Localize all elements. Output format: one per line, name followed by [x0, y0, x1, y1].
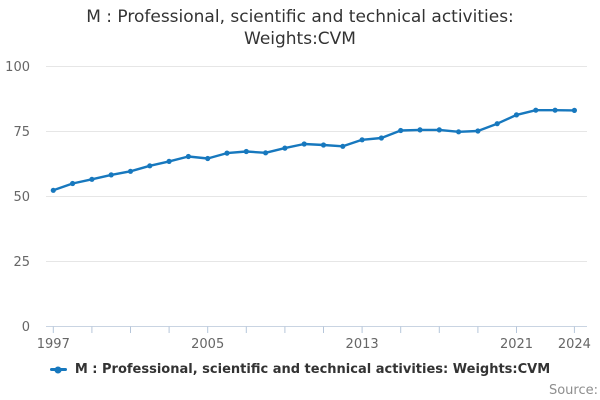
- data-point[interactable]: [494, 121, 500, 127]
- x-axis-label: 2005: [191, 337, 224, 352]
- data-point[interactable]: [320, 142, 327, 148]
- data-point[interactable]: [263, 150, 269, 156]
- data-point[interactable]: [89, 176, 95, 182]
- data-point[interactable]: [127, 168, 134, 174]
- x-axis-label: 1997: [37, 337, 70, 352]
- y-axis-label: 25: [13, 255, 30, 270]
- x-axis-label: 2013: [346, 337, 379, 352]
- data-point[interactable]: [301, 141, 307, 147]
- series-line[interactable]: [52, 108, 576, 192]
- legend[interactable]: M : Professional, scientific and technic…: [0, 362, 600, 377]
- data-point[interactable]: [436, 127, 442, 133]
- data-point[interactable]: [417, 127, 423, 133]
- y-axis-label: 50: [13, 190, 30, 205]
- data-point[interactable]: [243, 148, 249, 155]
- data-point[interactable]: [108, 172, 114, 178]
- data-point[interactable]: [552, 107, 558, 113]
- data-point[interactable]: [456, 129, 462, 135]
- y-axis-label: 100: [5, 60, 30, 75]
- source-text: Source:: [548, 383, 598, 398]
- data-point[interactable]: [359, 137, 365, 143]
- legend-line-marker: [49, 366, 67, 373]
- x-axis-label: 2024: [558, 337, 591, 352]
- data-point[interactable]: [475, 128, 481, 134]
- data-point[interactable]: [147, 163, 153, 169]
- legend-label: M : Professional, scientific and technic…: [74, 362, 551, 377]
- data-point[interactable]: [571, 107, 578, 113]
- data-point[interactable]: [513, 112, 520, 118]
- y-axis-label: 75: [13, 125, 30, 140]
- data-point[interactable]: [70, 180, 76, 187]
- data-point[interactable]: [224, 150, 230, 156]
- data-point[interactable]: [340, 143, 346, 149]
- data-point[interactable]: [398, 127, 404, 134]
- data-point[interactable]: [50, 187, 56, 193]
- chart-title: M : Professional, scientific and technic…: [86, 7, 514, 50]
- x-axis-label: 2021: [500, 337, 533, 352]
- data-point[interactable]: [205, 155, 211, 162]
- data-point[interactable]: [378, 135, 384, 141]
- legend-dot-icon: [54, 366, 62, 373]
- y-axis-label: 0: [22, 320, 30, 335]
- data-point[interactable]: [166, 158, 172, 164]
- data-point[interactable]: [282, 145, 288, 151]
- data-point[interactable]: [185, 153, 191, 160]
- data-point[interactable]: [533, 107, 539, 113]
